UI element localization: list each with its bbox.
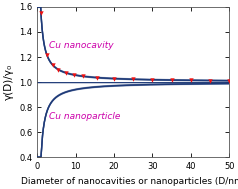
Point	[170, 79, 174, 82]
Point	[131, 78, 135, 81]
Text: Cu nanocavity: Cu nanocavity	[50, 41, 114, 50]
Point	[189, 79, 193, 82]
Point	[72, 73, 75, 76]
Text: Cu nanoparticle: Cu nanoparticle	[50, 112, 121, 121]
X-axis label: Diameter of nanocavities or nanoparticles (D/nm): Diameter of nanocavities or nanoparticle…	[20, 177, 238, 186]
Point	[39, 12, 43, 15]
Point	[150, 78, 154, 81]
Y-axis label: γ(D)/γ₀: γ(D)/γ₀	[4, 64, 14, 100]
Point	[51, 63, 55, 66]
Point	[81, 75, 85, 78]
Point	[112, 77, 116, 80]
Point	[227, 79, 231, 82]
Point	[64, 71, 68, 74]
Point	[208, 79, 212, 82]
Point	[95, 76, 99, 79]
Point	[45, 53, 49, 56]
Point	[56, 68, 60, 71]
